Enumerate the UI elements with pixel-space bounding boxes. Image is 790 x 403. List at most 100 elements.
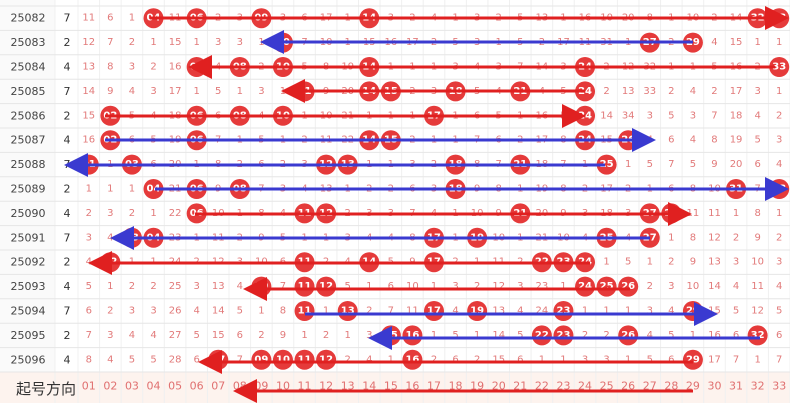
column-number: 28 [664, 380, 678, 393]
miss-count: 11 [751, 281, 764, 292]
miss-count: 11 [82, 13, 95, 24]
miss-count: 4 [86, 257, 92, 268]
column-number: 09 [254, 380, 268, 393]
miss-count: 7 [733, 354, 739, 365]
miss-count: 2 [668, 257, 674, 268]
ball-number: 11 [298, 306, 312, 317]
mark-value: 4 [64, 61, 71, 74]
miss-count: 3 [690, 110, 696, 121]
miss-count: 5 [625, 257, 631, 268]
miss-count: 13 [212, 281, 225, 292]
miss-count: 14 [708, 281, 721, 292]
miss-count: 7 [280, 281, 286, 292]
ball-number: 24 [578, 110, 592, 121]
miss-count: 1 [776, 37, 782, 48]
miss-count: 3 [258, 86, 264, 97]
column-number: 26 [621, 380, 635, 393]
miss-count: 4 [690, 135, 696, 146]
miss-count: 7 [237, 354, 243, 365]
miss-count: 5 [452, 330, 458, 341]
miss-count: 4 [711, 37, 717, 48]
ball [531, 325, 552, 346]
miss-count: 11 [708, 208, 721, 219]
ball [316, 349, 337, 370]
miss-count: 28 [169, 354, 182, 365]
column-number: 11 [298, 380, 312, 393]
miss-count: 2 [603, 330, 609, 341]
miss-count: 3 [150, 306, 156, 317]
issue: 25089 [11, 183, 46, 196]
miss-count: 17 [169, 86, 182, 97]
ball [294, 276, 315, 297]
miss-count: 15 [212, 330, 225, 341]
column-number: 16 [405, 380, 419, 393]
column-number: 18 [449, 380, 463, 393]
miss-count: 1 [107, 184, 113, 195]
ball-number: 24 [578, 86, 592, 97]
miss-count: 7 [711, 110, 717, 121]
miss-count: 4 [733, 281, 739, 292]
ball-number: 07 [211, 354, 225, 365]
miss-count: 6 [86, 306, 92, 317]
miss-count: 8 [754, 208, 760, 219]
miss-count: 27 [169, 330, 182, 341]
ball-number: 11 [298, 354, 312, 365]
miss-count: 14 [212, 306, 225, 317]
column-number: 21 [513, 380, 527, 393]
ball [596, 276, 617, 297]
miss-count: 16 [708, 330, 721, 341]
issue: 25094 [11, 305, 46, 318]
miss-count: 15 [82, 110, 95, 121]
miss-count: 1 [258, 306, 264, 317]
column-number: 15 [384, 380, 398, 393]
ball-number: 04 [147, 184, 161, 195]
miss-count: 4 [452, 306, 458, 317]
miss-count: 2 [86, 208, 92, 219]
miss-count: 3 [668, 281, 674, 292]
miss-count: 4 [107, 232, 113, 243]
miss-count: 6 [776, 330, 782, 341]
miss-count: 14 [600, 110, 613, 121]
miss-count: 3 [647, 110, 653, 121]
mark-value: 4 [64, 207, 71, 220]
miss-count: 1 [539, 354, 545, 365]
ball [467, 301, 488, 321]
miss-count: 2 [582, 330, 588, 341]
miss-count: 3 [776, 135, 782, 146]
miss-count: 1 [582, 306, 588, 317]
miss-count: 4 [776, 281, 782, 292]
miss-count: 6 [107, 13, 113, 24]
direction-arrows [64, 6, 789, 403]
miss-count: 6 [452, 354, 458, 365]
miss-count: 3 [107, 330, 113, 341]
miss-count: 5 [668, 330, 674, 341]
miss-count: 7 [668, 159, 674, 170]
miss-count: 4 [129, 86, 135, 97]
miss-count: 5 [754, 135, 760, 146]
miss-count: 2 [258, 330, 264, 341]
column-number: 06 [190, 380, 204, 393]
column-number: 12 [319, 380, 333, 393]
miss-count: 2 [733, 232, 739, 243]
miss-count: 2 [107, 306, 113, 317]
miss-count: 13 [492, 306, 505, 317]
ball-number: 26 [621, 330, 635, 341]
miss-count: 5 [129, 354, 135, 365]
miss-count: 3 [452, 281, 458, 292]
miss-count: 1 [345, 330, 351, 341]
issue: 25096 [11, 353, 46, 366]
ball [294, 301, 315, 321]
column-number: 27 [643, 380, 657, 393]
miss-count: 1 [776, 208, 782, 219]
issue: 25092 [11, 256, 46, 269]
miss-count: 2 [150, 62, 156, 73]
issue: 25088 [11, 158, 46, 171]
miss-count: 12 [751, 306, 764, 317]
ball-number: 22 [535, 330, 549, 341]
ball-number: 25 [600, 159, 614, 170]
column-number: 24 [578, 380, 592, 393]
ball [316, 276, 337, 297]
miss-count: 7 [388, 306, 394, 317]
mark-value: 7 [64, 85, 71, 98]
mark-value: 2 [64, 36, 71, 49]
